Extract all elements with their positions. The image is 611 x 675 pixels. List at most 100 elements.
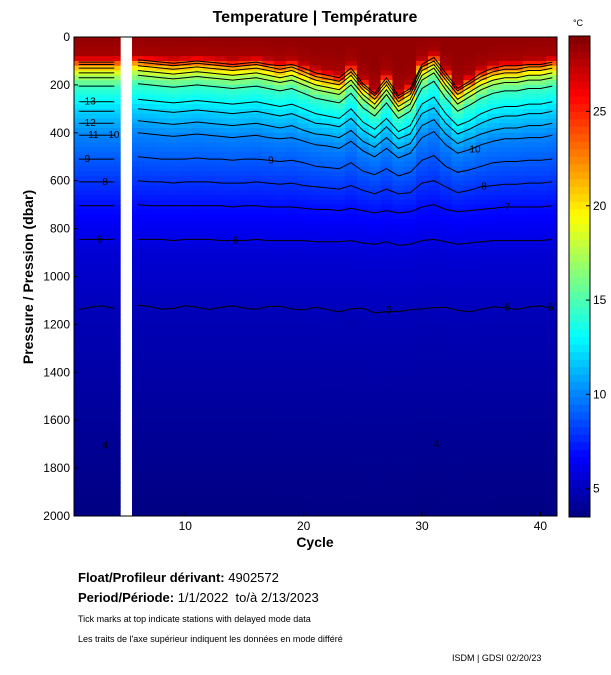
heatmap-cell (155, 453, 169, 460)
heatmap-cell (179, 448, 192, 455)
heatmap-cell (132, 286, 145, 292)
heatmap-cell (108, 180, 121, 186)
heatmap-cell (345, 415, 358, 421)
heatmap-cell (250, 214, 263, 220)
heatmap-cell (380, 324, 393, 330)
heatmap-cell (84, 329, 97, 335)
heatmap-cell (309, 271, 322, 277)
heatmap-cell (534, 391, 547, 397)
colorbar-swatch (569, 366, 590, 375)
heatmap-cell (191, 161, 204, 167)
heatmap-cell (250, 482, 263, 488)
heatmap-cell (463, 324, 476, 330)
heatmap-cell (84, 448, 97, 455)
heatmap-cell (179, 37, 192, 43)
heatmap-cell (226, 132, 240, 139)
heatmap-cell (238, 357, 251, 364)
heatmap-cell (439, 511, 453, 517)
heatmap-cell (475, 487, 488, 493)
heatmap-cell (333, 180, 346, 186)
heatmap-cell (214, 501, 228, 507)
heatmap-cell (475, 506, 488, 512)
heatmap-cell (108, 333, 121, 340)
heatmap-cell (274, 161, 287, 167)
heatmap-cell (191, 266, 204, 273)
heatmap-cell (274, 353, 287, 359)
x-tick-label: 20 (297, 519, 311, 533)
heatmap-cell (321, 247, 334, 254)
heatmap-cell (475, 276, 488, 282)
colorbar-swatch (569, 73, 590, 82)
heatmap-cell (285, 420, 299, 426)
heatmap-cell (238, 333, 251, 340)
heatmap-cell (534, 357, 547, 364)
heatmap-cell (143, 415, 157, 421)
heatmap-cell (356, 300, 370, 306)
heatmap-cell (475, 496, 488, 503)
heatmap-cell (155, 343, 169, 349)
heatmap-cell (179, 80, 192, 86)
heatmap-cell (226, 424, 240, 431)
heatmap-cell (262, 228, 275, 234)
heatmap-cell (368, 448, 382, 455)
heatmap-cell (498, 46, 512, 52)
heatmap-cell (522, 70, 536, 76)
heatmap-cell (132, 37, 145, 43)
heatmap-cell (132, 362, 145, 369)
heatmap-cell (108, 142, 121, 148)
heatmap-cell (333, 300, 346, 306)
heatmap-cell (463, 46, 476, 52)
heatmap-cell (427, 295, 441, 301)
heatmap-cell (451, 271, 464, 277)
heatmap-cell (74, 453, 86, 460)
heatmap-cell (321, 429, 334, 436)
heatmap-cell (262, 108, 275, 115)
heatmap-cell (179, 372, 192, 378)
heatmap-cell (155, 37, 169, 43)
heatmap-cell (155, 113, 169, 119)
heatmap-cell (191, 396, 204, 402)
heatmap-cell (321, 219, 334, 225)
heatmap-cell (333, 448, 346, 455)
heatmap-cell (333, 496, 346, 503)
heatmap-cell (167, 70, 180, 76)
heatmap-cell (250, 190, 263, 196)
heatmap-cell (108, 252, 121, 258)
heatmap-cell (345, 166, 358, 172)
heatmap-cell (510, 41, 524, 48)
heatmap-cell (356, 266, 370, 273)
heatmap-cell (285, 396, 299, 402)
heatmap-cell (404, 271, 417, 277)
heatmap-cell (451, 472, 464, 479)
heatmap-cell (96, 386, 109, 392)
heatmap-cell (191, 506, 204, 512)
heatmap-cell (108, 496, 121, 503)
heatmap-cell (191, 46, 204, 52)
heatmap-cell (380, 444, 393, 450)
float-id: 4902572 (228, 570, 279, 585)
heatmap-cell (380, 333, 393, 340)
heatmap-cell (546, 367, 558, 373)
heatmap-cell (439, 343, 453, 349)
heatmap-cell (167, 405, 180, 412)
heatmap-cell (463, 161, 476, 167)
heatmap-cell (356, 458, 370, 464)
heatmap-cell (546, 142, 558, 148)
heatmap-cell (416, 137, 429, 143)
colorbar-swatch (569, 389, 590, 398)
heatmap-cell (333, 434, 346, 440)
heatmap-cell (380, 56, 393, 62)
heatmap-cell (345, 199, 358, 206)
contour-line (137, 304, 553, 314)
heatmap-cell (262, 65, 275, 72)
heatmap-cell (404, 228, 417, 234)
heatmap-cell (522, 156, 536, 163)
heatmap-cell (250, 511, 263, 517)
heatmap-cell (203, 439, 216, 445)
heatmap-cell (143, 281, 157, 287)
heatmap-cell (108, 281, 121, 287)
heatmap-cell (427, 41, 441, 48)
heatmap-cell (274, 56, 287, 62)
heatmap-cell (155, 391, 169, 397)
heatmap-cell (392, 472, 405, 479)
